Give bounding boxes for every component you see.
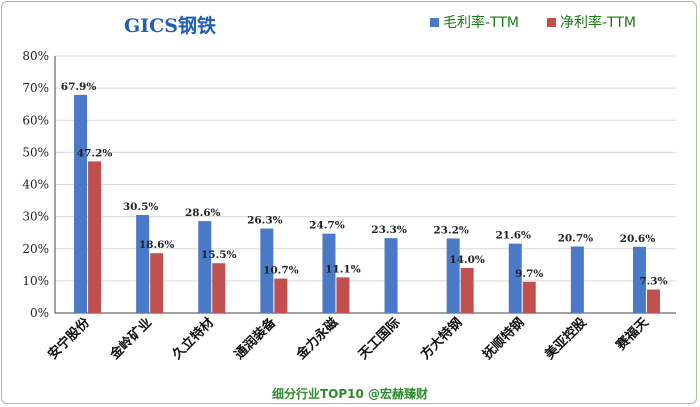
bar-net-margin (274, 278, 288, 313)
x-category-label: 金岭矿业 (106, 315, 155, 364)
x-category-label: 金力永磁 (292, 315, 341, 364)
y-tick-label: 10% (22, 274, 49, 288)
bar-gross-margin (384, 238, 398, 313)
bar-gross-margin (632, 246, 646, 313)
y-tick-label: 0% (30, 306, 49, 320)
bar-gross-margin (322, 233, 336, 313)
bars (74, 94, 660, 313)
data-label-net-margin: 18.6% (139, 239, 175, 251)
y-tick-label: 60% (22, 113, 49, 127)
legend-swatch-gross-margin (430, 18, 439, 27)
bar-gross-margin (136, 215, 150, 313)
y-tick-label: 40% (22, 178, 49, 192)
data-label-gross-margin: 67.9% (61, 81, 97, 93)
data-label-gross-margin: 30.5% (123, 201, 159, 213)
bar-net-margin (150, 253, 164, 313)
bar-gross-margin (446, 238, 460, 313)
bar-net-margin (212, 263, 226, 313)
legend-label-gross-margin: 毛利率-TTM (443, 14, 519, 31)
y-tick-label: 70% (22, 81, 49, 95)
chart-title: GICS钢铁 (124, 14, 216, 37)
x-category-label: 美亚控股 (542, 315, 590, 363)
bar-net-margin (646, 289, 660, 313)
data-label-net-margin: 9.7% (515, 268, 543, 280)
x-category-label: 久立特材 (169, 315, 217, 363)
data-label-net-margin: 47.2% (77, 147, 113, 159)
bar-gross-margin (198, 221, 212, 313)
data-label-gross-margin: 28.6% (185, 207, 221, 219)
data-labels: 67.9% 47.2% 30.5% 18.6% 28.6% 15.5% 26.3% 10.7%… (61, 81, 668, 288)
data-label-net-margin: 7.3% (639, 276, 667, 288)
data-label-gross-margin: 23.3% (371, 224, 407, 236)
x-category-label: 方大特钢 (417, 315, 465, 363)
bar-gross-margin (74, 94, 88, 313)
data-label-net-margin: 10.7% (263, 265, 299, 277)
legend-label-net-margin: 净利率-TTM (560, 14, 636, 31)
data-label-gross-margin: 26.3% (247, 215, 283, 227)
y-tick-label: 80% (22, 49, 49, 63)
legend: 毛利率-TTM 净利率-TTM (430, 14, 636, 31)
y-tick-label: 50% (22, 145, 49, 159)
x-axis: 安宁股份 金岭矿业 久立特材 通润装备 金力永磁 天工国际 方大特钢 抚顺特钢 美亚控股 赛福天 (45, 314, 653, 363)
bar-net-margin (460, 268, 474, 313)
data-label-net-margin: 15.5% (201, 249, 237, 261)
x-category-label: 安宁股份 (45, 314, 94, 363)
x-category-label: 抚顺特钢 (479, 315, 527, 363)
x-category-label: 赛福天 (612, 314, 652, 354)
bar-net-margin (336, 277, 350, 313)
data-label-gross-margin: 20.7% (558, 233, 594, 245)
bar-net-margin (522, 281, 536, 313)
data-label-gross-margin: 20.6% (620, 233, 656, 245)
data-label-gross-margin: 24.7% (309, 220, 345, 232)
bar-gross-margin (570, 246, 584, 313)
bar-net-margin (88, 161, 102, 313)
bar-gross-margin (260, 228, 274, 313)
y-tick-label: 20% (22, 242, 49, 256)
bar-gross-margin (508, 243, 522, 313)
data-label-net-margin: 11.1% (325, 263, 361, 275)
y-axis: 0% 10% 20% 30% 40% 50% 60% 70% 80% (22, 49, 56, 320)
x-category-label: 通润装备 (231, 314, 280, 363)
legend-swatch-net-margin (547, 18, 556, 27)
data-label-gross-margin: 23.2% (433, 224, 469, 236)
data-label-gross-margin: 21.6% (495, 230, 531, 242)
y-tick-label: 30% (22, 210, 49, 224)
chart-footer: 细分行业TOP10 @宏赫臻财 (272, 386, 428, 401)
x-category-label: 天工国际 (356, 315, 403, 362)
data-label-net-margin: 14.0% (449, 254, 485, 266)
